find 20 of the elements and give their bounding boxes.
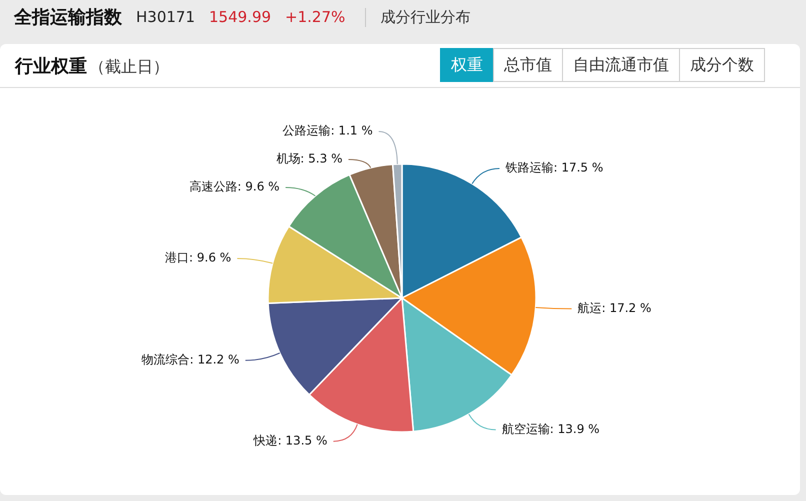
slice-label: 公路运输: 1.1 % <box>282 124 373 138</box>
text: 1549.99 <box>209 8 272 26</box>
text: 成分个数 <box>679 48 765 82</box>
text: 总市值 <box>493 48 563 82</box>
text: 成分行业分布 <box>365 8 470 26</box>
text: 全指运输指数 <box>14 6 122 29</box>
slice-label: 高速公路: 9.6 % <box>189 180 280 194</box>
slice-label: 机场: 5.3 % <box>276 152 342 166</box>
slice-label: 航运: 17.2 % <box>578 300 652 315</box>
text: 自由流通市值 <box>562 48 680 82</box>
chart-title: 行业权重 <box>15 55 87 78</box>
slice-label: 航空运输: 13.9 % <box>502 422 600 436</box>
slice-label: 物流综合: 12.2 % <box>142 352 240 367</box>
text: 权重 <box>440 48 494 82</box>
text: H30171 <box>136 8 195 26</box>
text: +1.27% <box>285 8 346 26</box>
slice-label: 铁路运输: 17.5 % <box>504 160 604 175</box>
chart-subtitle: （截止日） <box>89 57 169 78</box>
slice-label: 港口: 9.6 % <box>165 250 232 265</box>
slice-label: 快递: 13.5 % <box>252 433 328 448</box>
